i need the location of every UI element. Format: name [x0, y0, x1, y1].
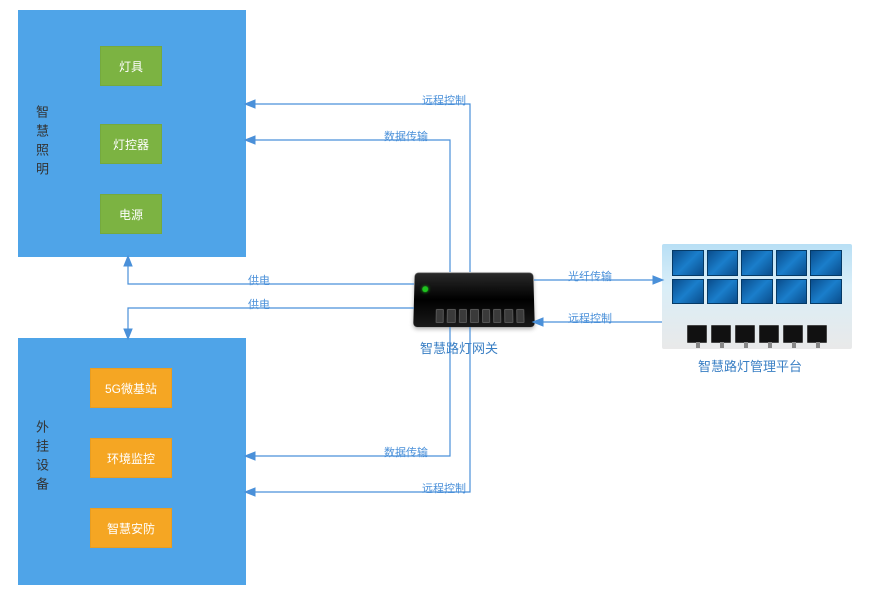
edge-label-e4: 供电 [248, 296, 270, 312]
platform-image [662, 244, 852, 349]
node-sec: 智慧安防 [90, 508, 172, 548]
edge-label-e1: 远程控制 [422, 92, 466, 108]
gateway-caption: 智慧路灯网关 [420, 338, 498, 357]
node-env: 环境监控 [90, 438, 172, 478]
panel-lighting-label: 智慧照明 [32, 105, 51, 181]
edge-label-e6: 远程控制 [422, 480, 466, 496]
node-controller: 灯控器 [100, 124, 162, 164]
node-lamp: 灯具 [100, 46, 162, 86]
edge-e3 [128, 257, 414, 284]
edge-label-e7: 光纤传输 [568, 268, 612, 284]
platform-caption: 智慧路灯管理平台 [698, 356, 802, 375]
node-power: 电源 [100, 194, 162, 234]
node-5g: 5G微基站 [90, 368, 172, 408]
edge-label-e2: 数据传输 [384, 128, 428, 144]
edge-label-e5: 数据传输 [384, 444, 428, 460]
panel-peripherals-label: 外挂设备 [32, 420, 51, 496]
edge-e1 [246, 104, 470, 272]
edge-label-e3: 供电 [248, 272, 270, 288]
edge-e4 [128, 308, 414, 338]
edge-e2 [246, 140, 450, 272]
edge-label-e8: 远程控制 [568, 310, 612, 326]
gateway-device [413, 273, 535, 327]
